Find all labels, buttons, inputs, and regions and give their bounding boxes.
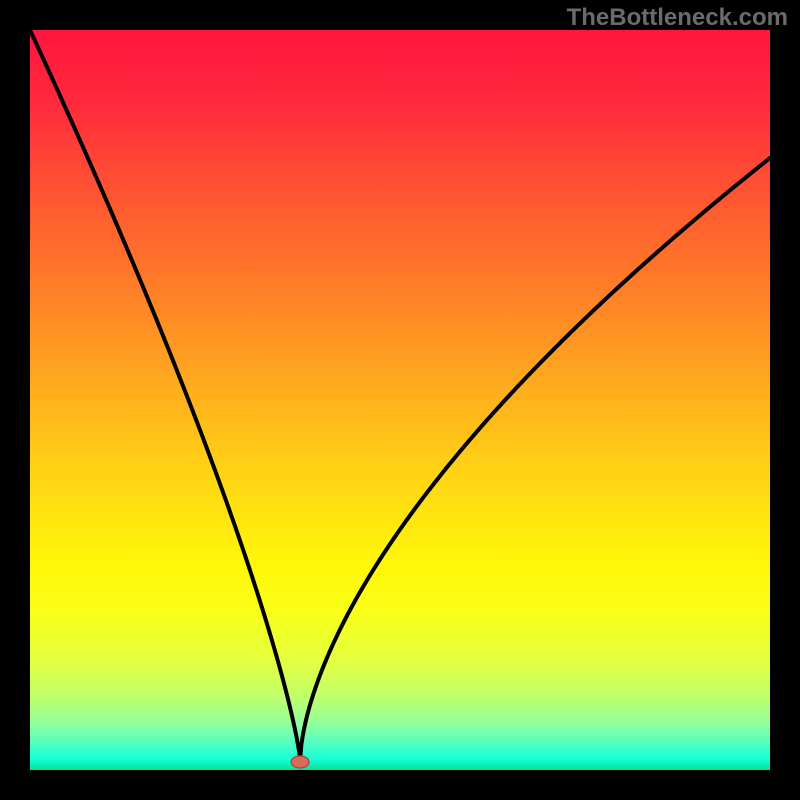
plot-area: [30, 30, 770, 770]
watermark-text: TheBottleneck.com: [567, 4, 788, 32]
vertex-marker: [291, 756, 309, 768]
curve-layer: [30, 30, 770, 770]
bottleneck-curve: [30, 30, 770, 760]
figure-canvas: TheBottleneck.com: [0, 0, 800, 800]
